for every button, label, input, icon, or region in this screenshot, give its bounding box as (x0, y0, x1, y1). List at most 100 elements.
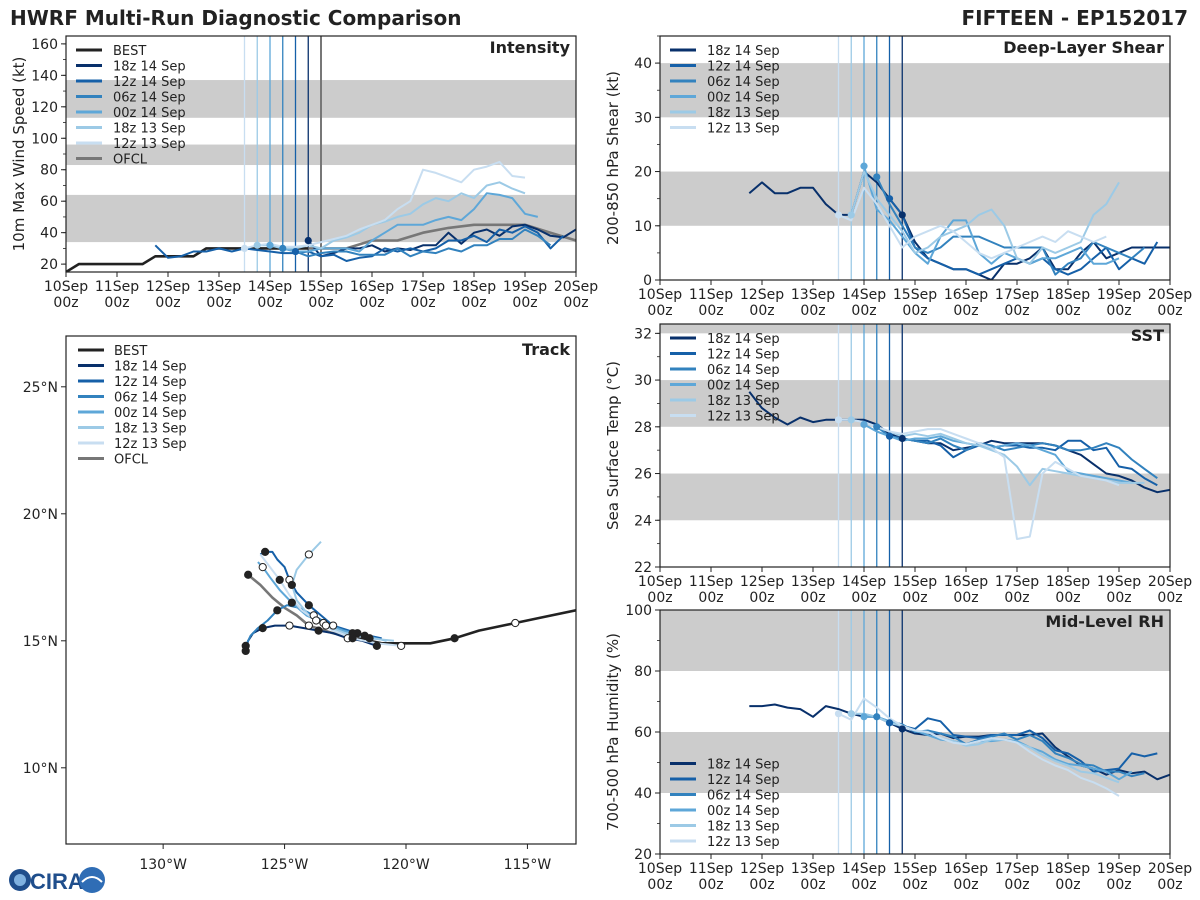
series-group (748, 162, 1170, 280)
x-tick-label: 11Sep (689, 574, 733, 590)
series-line-12z-13-sep (838, 697, 1120, 797)
y-tick-label: 20 (634, 847, 652, 863)
y-tick-label: 30 (634, 110, 652, 126)
series-line-12z-13-sep (244, 160, 526, 250)
series-line-12z-13-sep (838, 186, 1107, 260)
y-tick-label: 120 (31, 100, 58, 116)
shaded-band (660, 473, 1170, 521)
y-tick-label: 60 (634, 725, 652, 741)
axes-frame (65, 335, 577, 845)
x-tick-label: 14Sep (248, 279, 292, 295)
panel-track: 130°W 125°W 120°W 115°W 10°N 15°N 20°N 25°N Trac… (23, 335, 577, 873)
y-tick-label: 100 (31, 131, 58, 147)
init-point-06z-14-sep (279, 244, 287, 252)
track-line-best (357, 609, 576, 645)
init-point-12z-14-sep (885, 719, 894, 727)
cira-logo-text: CIRA (30, 869, 84, 894)
init-point-18z-13-sep (847, 416, 855, 424)
y-tick-label: 24 (634, 513, 652, 529)
x-tick-label: 11Sep (689, 287, 733, 303)
track-point (261, 547, 270, 557)
legend-label: 00z 14 Sep (707, 804, 780, 819)
track-point (241, 641, 250, 650)
x-tick-label: 14Sep (842, 861, 886, 877)
legend-label: 00z 14 Sep (707, 379, 780, 394)
track-point (372, 641, 381, 650)
x-tick-sublabel: 00z (53, 295, 78, 311)
x-tick-label: 15Sep (299, 279, 343, 295)
y-tick-label: 40 (634, 786, 652, 802)
y-tick-label: 100 (625, 603, 652, 619)
x-tick-label: 12Sep (740, 574, 784, 590)
x-tick-sublabel: 00z (902, 303, 927, 319)
init-point-18z-13-sep (847, 710, 855, 718)
x-tick-label: 12Sep (740, 287, 784, 303)
legend-label: 18z 14 Sep (707, 332, 780, 347)
x-tick-sublabel: 00z (851, 590, 876, 606)
x-tick-sublabel: 00z (155, 295, 180, 311)
y-axis-label: 200-850 hPa Shear (kt) (604, 71, 622, 245)
panel-shear: 01020304010Sep00z11Sep00z12Sep00z13Sep00… (604, 35, 1192, 319)
x-tick-label: 13Sep (791, 861, 835, 877)
legend-label: 12z 14 Sep (707, 348, 780, 363)
y-tick-label: 160 (31, 37, 58, 53)
y-tick-label: 80 (634, 664, 652, 680)
x-tick-sublabel: 00z (410, 295, 435, 311)
y-tick-label: 20°N (23, 507, 58, 523)
init-point-00z-14-sep (860, 162, 868, 170)
storm-title: FIFTEEN - EP152017 (961, 6, 1188, 30)
init-point-00z-14-sep (860, 420, 868, 429)
x-tick-label: 16Sep (350, 279, 394, 295)
cira-logo: CIRA (9, 867, 105, 894)
legend-label: 00z 14 Sep (114, 406, 187, 421)
x-tick-label: 11Sep (95, 279, 139, 295)
legend-label: 18z 13 Sep (707, 820, 780, 835)
init-point-18z-14-sep (898, 434, 906, 443)
x-tick-label: 10Sep (638, 861, 682, 877)
shaded-band (660, 171, 1170, 226)
track-point (244, 570, 253, 579)
x-tick-label: 13Sep (791, 574, 835, 590)
x-tick-label: 10Sep (638, 574, 682, 590)
track-point (304, 621, 313, 630)
series-line-18z-13-sep (851, 712, 1120, 784)
x-tick-label: 10Sep (44, 279, 88, 295)
panel-sst: 22242628303210Sep00z11Sep00z12Sep00z13Se… (604, 323, 1192, 606)
init-point-06z-14-sep (873, 173, 881, 181)
y-tick-label: 10°N (23, 761, 58, 777)
x-tick-sublabel: 00z (359, 295, 384, 311)
y-tick-label: 40 (40, 226, 58, 242)
x-tick-label: 17Sep (995, 287, 1039, 303)
x-tick-label: 19Sep (503, 279, 547, 295)
series-group (66, 160, 576, 272)
x-tick-sublabel: 00z (104, 295, 129, 311)
legend-label: BEST (113, 44, 146, 59)
y-tick-label: 20 (634, 165, 652, 181)
legend-label: 18z 13 Sep (114, 422, 187, 437)
y-tick-label: 25°N (23, 380, 58, 396)
y-tick-label: 32 (634, 326, 652, 342)
x-tick-label: 20Sep (554, 279, 598, 295)
x-tick-sublabel: 00z (1157, 877, 1182, 893)
x-tick-label: 10Sep (638, 287, 682, 303)
legend-label: 12z 13 Sep (707, 122, 780, 137)
y-axis-label: Sea Surface Temp (°C) (604, 361, 622, 530)
track-point (273, 606, 282, 615)
series-group (749, 697, 1170, 797)
legend-label: 12z 14 Sep (707, 773, 780, 788)
x-tick-sublabel: 00z (1106, 877, 1131, 893)
x-tick-label: 12Sep (740, 861, 784, 877)
x-tick-label: 17Sep (995, 574, 1039, 590)
x-tick-label: 16Sep (944, 287, 988, 303)
x-tick-label: 20Sep (1148, 287, 1192, 303)
x-tick-sublabel: 00z (902, 590, 927, 606)
legend-label: 06z 14 Sep (707, 789, 780, 804)
track-point (511, 618, 520, 628)
legend-label: 00z 14 Sep (707, 91, 780, 106)
x-tick-sublabel: 00z (953, 590, 978, 606)
init-point-06z-14-sep (873, 713, 881, 721)
series-line-18z-14-sep (307, 223, 576, 258)
x-tick-sublabel: 00z (1004, 303, 1029, 319)
series-line-00z-14-sep (269, 192, 539, 253)
x-tick-label: 12Sep (146, 279, 190, 295)
